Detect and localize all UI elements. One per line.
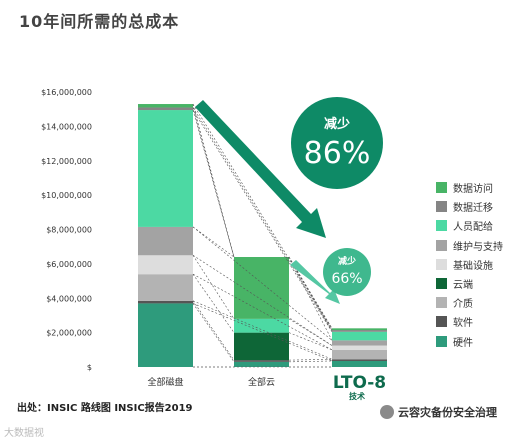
legend-swatch: [436, 258, 447, 270]
small-callout: 减少 66%: [323, 248, 371, 296]
category-labels: 全部磁盘 全部云 LTO-8: [147, 373, 386, 393]
legend-label: 数据访问: [453, 184, 493, 195]
legend-swatch: [436, 297, 447, 309]
bar-segment: [332, 328, 387, 331]
bar-segment: [332, 340, 387, 346]
legend-swatch: [436, 220, 447, 232]
legend-swatch: [436, 201, 447, 213]
connector-line: [192, 300, 333, 360]
bar-segment: [332, 360, 387, 367]
category-label: 全部云: [248, 376, 275, 388]
legend-item: 维护与支持: [436, 238, 503, 253]
watermark-left: 大数据视: [4, 428, 44, 439]
connector-line: [192, 226, 333, 341]
bar-segment: [234, 361, 289, 367]
bar-segment: [138, 226, 193, 256]
bar-segment: [234, 318, 289, 333]
legend-item: 人员配给: [436, 218, 493, 233]
y-tick-label: $8,000,000: [46, 226, 92, 235]
lto-sub-label: 技术: [349, 391, 365, 401]
category-label: LTO-8: [333, 373, 386, 393]
bar-segment: [332, 331, 387, 341]
y-tick-label: $12,000,000: [41, 157, 92, 166]
bar-segment: [234, 257, 289, 319]
category-label: 全部磁盘: [147, 376, 183, 388]
source-note: 出处：INSIC 路线图 INSIC报告2019: [17, 403, 193, 414]
legend-item: 软件: [436, 314, 473, 329]
small-callout-value: 66%: [331, 271, 362, 287]
big-callout-value: 86%: [304, 136, 371, 171]
legend-item: 数据访问: [436, 180, 493, 195]
legend-label: 硬件: [453, 337, 473, 349]
legend-swatch: [436, 278, 447, 289]
bar-segment: [138, 104, 193, 108]
watermark-right-text: 云容灾备份安全治理: [398, 406, 497, 419]
bar-segment: [332, 359, 387, 361]
y-axis: $ $2,000,000 $4,000,000 $6,000,000 $8,000,00…: [41, 88, 92, 372]
legend-label: 介质: [453, 299, 473, 311]
legend-label: 基础设施: [453, 260, 493, 272]
connector-line: [288, 358, 333, 361]
legend-label: 维护与支持: [453, 241, 503, 253]
connector-line: [288, 318, 333, 346]
connector-line: [192, 274, 235, 333]
legend-label: 软件: [453, 318, 473, 330]
watermark-right: 云容灾备份安全治理: [380, 404, 497, 420]
bar-segment: [138, 110, 193, 227]
bar-segment: [332, 349, 387, 360]
legend-item: 数据迁移: [436, 199, 493, 214]
legend-item: 云端: [436, 276, 473, 291]
reduction-arrows: [195, 100, 340, 304]
bar-segment: [138, 300, 193, 304]
y-tick-label: $10,000,000: [41, 191, 92, 200]
bar-segment: [138, 274, 193, 301]
legend-swatch: [436, 239, 447, 251]
legend-label: 云端: [453, 280, 473, 291]
legend-item: 介质: [436, 295, 473, 310]
y-tick-label: $4,000,000: [46, 294, 92, 303]
big-arrow: [195, 100, 326, 238]
y-tick-label: $6,000,000: [46, 260, 92, 269]
bar-segment: [332, 345, 387, 350]
bar-segment: [138, 303, 193, 367]
legend-swatch: [436, 316, 447, 328]
big-callout: 减少 86%: [291, 97, 383, 189]
bar-segment: [332, 330, 387, 332]
connector-line: [192, 303, 235, 363]
connector-lines: [192, 103, 333, 368]
connector-line: [192, 226, 235, 258]
bar-segment: [138, 255, 193, 275]
small-callout-label: 减少: [338, 255, 356, 267]
legend-item: 基础设施: [436, 257, 493, 272]
big-callout-label: 减少: [324, 116, 350, 132]
y-tick-label: $2,000,000: [46, 329, 92, 338]
connector-line: [288, 360, 333, 363]
legend-label: 人员配给: [453, 222, 493, 234]
connector-line: [192, 300, 235, 361]
bar-segment: [234, 360, 289, 362]
small-arrow: [290, 260, 340, 304]
stacked-bars: [138, 104, 387, 367]
wechat-icon: [380, 405, 394, 419]
y-tick-label: $16,000,000: [41, 88, 92, 97]
bar-segment: [234, 332, 289, 361]
chart-title: 10年间所需的总成本: [19, 12, 180, 31]
connector-line: [192, 255, 235, 320]
legend-swatch: [436, 182, 447, 193]
y-tick-label: $: [87, 363, 92, 372]
legend-swatch: [436, 335, 447, 347]
y-tick-label: $14,000,000: [41, 122, 92, 131]
connector-line: [192, 303, 333, 362]
legend-label: 数据迁移: [453, 203, 493, 215]
connector-line: [192, 109, 235, 258]
legend-item: 硬件: [436, 334, 473, 349]
bar-segment: [138, 107, 193, 111]
